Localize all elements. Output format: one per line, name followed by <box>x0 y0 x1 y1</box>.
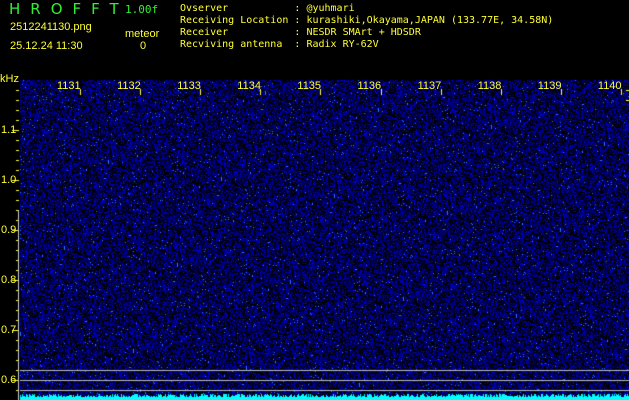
y-tick-label: 1.1 <box>1 124 17 136</box>
x-tick-label: 1131 <box>57 80 81 92</box>
x-tick-label: 1138 <box>477 80 502 92</box>
y-tick-label: 0.6 <box>1 374 17 386</box>
y-tick-label: 0.8 <box>1 274 17 286</box>
app-version: 1.00f <box>125 3 159 16</box>
x-tick-label: 1137 <box>417 80 442 92</box>
info-receiver: Receiver : NESDR SMArt + HDSDR <box>180 27 421 38</box>
meteor-count: 0 <box>140 40 147 52</box>
x-tick-label: 1134 <box>237 80 261 92</box>
x-tick-label: 1132 <box>117 80 141 92</box>
info-observer: Ovserver : @yuhmari <box>180 3 355 14</box>
y-tick-label: 1.0 <box>1 174 17 186</box>
y-tick-label: 0.7 <box>1 324 17 336</box>
info-antenna: Recviving antenna : Radix RY-62V <box>180 39 379 50</box>
x-tick-label: 1139 <box>537 80 562 92</box>
y-tick-label: 0.9 <box>1 224 17 236</box>
x-tick-label: 1136 <box>357 80 382 92</box>
app-title: HROFFT <box>9 0 129 18</box>
y-axis-unit: kHz <box>0 73 19 85</box>
x-tick-label: 1133 <box>177 80 201 92</box>
meteor-label: meteor <box>125 28 160 40</box>
x-tick-label: 1135 <box>297 80 322 92</box>
x-tick-label: 1140 <box>597 80 622 92</box>
info-location: Receiving Location : kurashiki,Okayama,J… <box>180 15 554 26</box>
date-time: 25.12.24 11:30 <box>10 40 83 52</box>
file-name: 2512241130.png <box>10 21 92 33</box>
